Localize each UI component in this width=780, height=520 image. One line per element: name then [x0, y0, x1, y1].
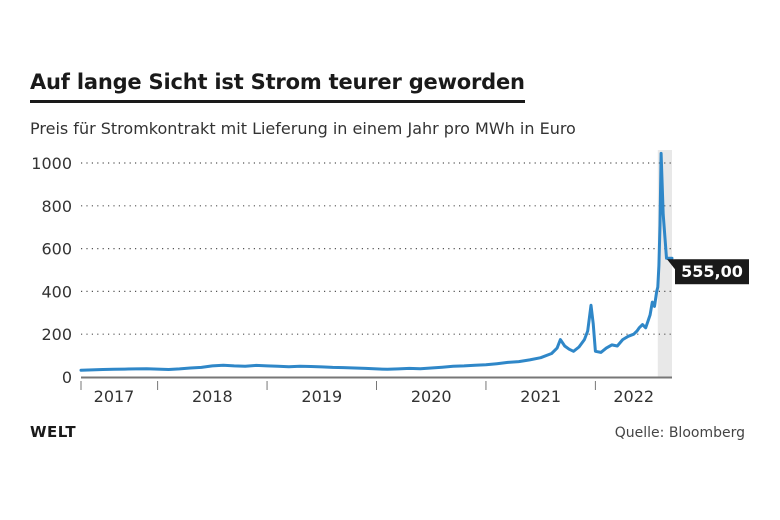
series-line-0 [79, 151, 674, 372]
x-tick-label: 2022 [613, 387, 654, 406]
y-axis-ticks: 0 200 400 600 800 1000 [31, 154, 72, 387]
x-axis-ticks: 2017 2018 2019 2020 2021 2022 [94, 387, 654, 406]
y-tick-label: 200 [41, 325, 72, 344]
chart-title: Auf lange Sicht ist Strom teurer geworde… [30, 70, 525, 103]
chart-subtitle: Preis für Stromkontrakt mit Lieferung in… [30, 119, 576, 138]
source-note: Quelle: Bloomberg [614, 425, 745, 441]
y-tick-label: 600 [41, 240, 72, 259]
series-layer [79, 151, 674, 372]
end-value-label: 555,00 [681, 262, 743, 281]
y-tick-label: 0 [62, 368, 72, 387]
x-tick-label: 2018 [192, 387, 233, 406]
end-label-box [675, 259, 749, 285]
x-tick-label: 2020 [411, 387, 452, 406]
end-label-pointer [667, 259, 675, 270]
x-tick-label: 2017 [94, 387, 135, 406]
y-tick-label: 400 [41, 282, 72, 301]
welt-logo: WELT [30, 423, 77, 441]
y-tick-label: 1000 [31, 154, 72, 173]
x-tick-label: 2019 [301, 387, 342, 406]
gridlines [81, 162, 672, 335]
x-tick-label: 2021 [520, 387, 561, 406]
end-label-layer: 555,00 [667, 259, 749, 285]
x-axis [80, 376, 672, 390]
y-tick-label: 800 [41, 197, 72, 216]
